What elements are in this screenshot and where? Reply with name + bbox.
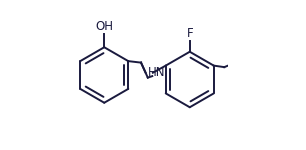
Text: F: F bbox=[186, 27, 193, 40]
Text: HN: HN bbox=[148, 66, 166, 79]
Text: OH: OH bbox=[95, 20, 113, 33]
